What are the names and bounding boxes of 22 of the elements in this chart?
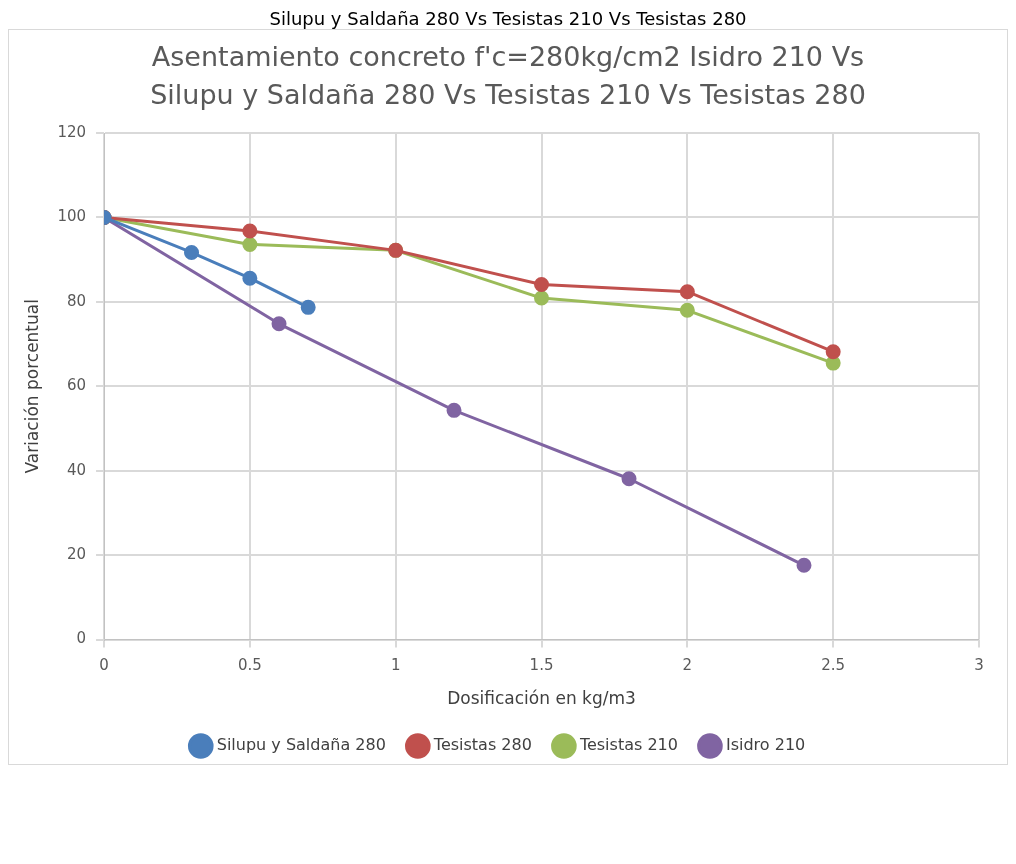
y-tick-label: 120 [57,122,87,141]
y-tick-label: 60 [66,375,87,394]
legend-label: Isidro 210 [725,734,806,754]
x-tick-label: 2 [682,656,693,675]
x-tick-label: 1.5 [529,656,554,675]
text: Silupu y Saldaña 280 Vs Tesistas 210 Vs Tesistas 280 [268,8,748,29]
x-tick-label: 1 [390,656,401,675]
x-axis-title: Dosificación en kg/m3 [447,687,636,708]
legend-label: Tesistas 210 [578,734,678,754]
legend-label: Tesistas 280 [432,734,532,754]
y-tick-label: 80 [66,291,87,310]
chart-title: Asentamiento concreto f'c=280kg/cm2 Isidro 210 Vs Silupu y Saldaña 280 Vs Tesistas 210 Vs Tesistas 280 [149,40,867,112]
y-axis-title: Variación porcentual [21,298,42,474]
legend-label: Silupu y Saldaña 280 [216,734,386,754]
x-tick-label: 0 [99,656,109,675]
y-tick-label: 0 [76,629,87,648]
x-tick-label: 3 [974,656,984,675]
y-tick-label: 40 [66,460,87,479]
x-tick-label: 0.5 [237,656,262,675]
x-tick-label: 2.5 [821,656,846,675]
y-tick-label: 20 [66,544,87,563]
y-tick-label: 100 [57,206,87,225]
